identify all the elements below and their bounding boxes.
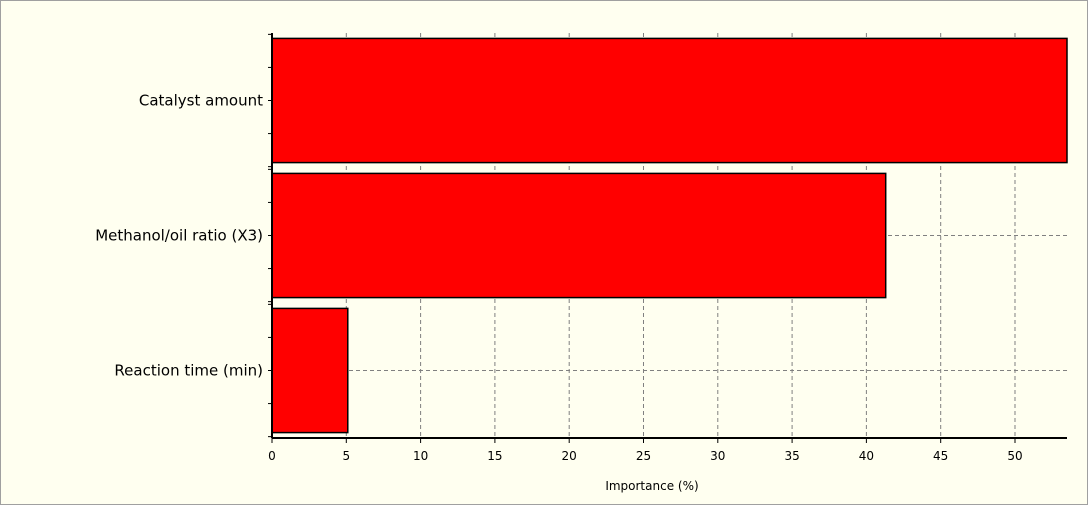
x-tick-label: 45: [933, 449, 948, 463]
bar-catalyst-amount: [271, 37, 1068, 164]
x-tick-label: 10: [413, 449, 428, 463]
x-axis-title: Importance (%): [605, 479, 698, 493]
x-tick-label: 35: [784, 449, 799, 463]
y-category-label: Reaction time (min): [114, 362, 263, 380]
x-tick-label: 15: [487, 449, 502, 463]
label-layer: 0 5 10 15 20 25 30 35 40 45 50 Catalyst amount Metha…: [95, 92, 1022, 464]
axis-layer: [268, 33, 1067, 443]
x-tick-label: 5: [342, 449, 350, 463]
x-tick-label: 30: [710, 449, 725, 463]
x-tick-label: 40: [859, 449, 874, 463]
bar-reaction-time-min: [271, 307, 349, 434]
y-category-label: Methanol/oil ratio (X3): [95, 227, 263, 245]
x-tick-label: 25: [636, 449, 651, 463]
bar-layer: [271, 37, 1068, 434]
x-tick-label: 20: [562, 449, 577, 463]
y-category-label: Catalyst amount: [139, 92, 263, 110]
x-tick-label: 0: [268, 449, 276, 463]
bar-methanol-oil-ratio-x3: [271, 172, 887, 299]
x-tick-label: 50: [1007, 449, 1022, 463]
